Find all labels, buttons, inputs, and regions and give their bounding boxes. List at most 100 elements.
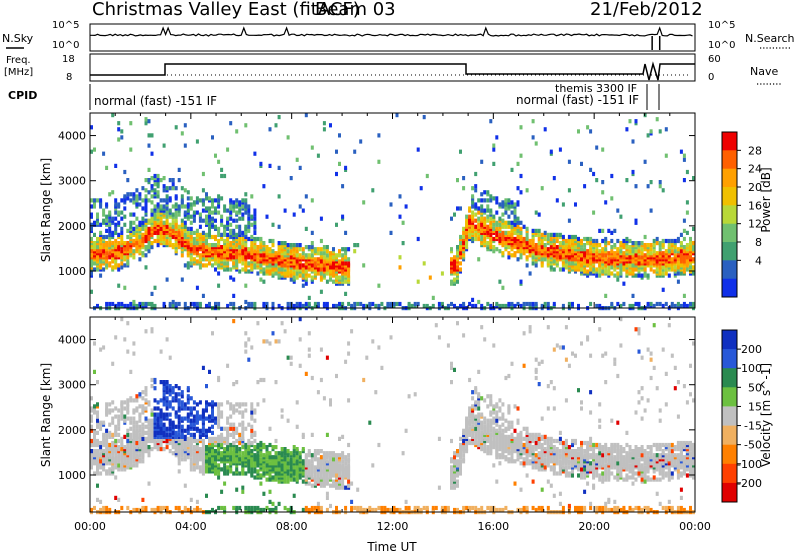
- heatmap-cell: [329, 398, 332, 403]
- heatmap-cell: [495, 196, 499, 201]
- heatmap-cell: [192, 241, 196, 246]
- heatmap-cell: [135, 194, 139, 199]
- heatmap-cell: [271, 301, 275, 307]
- heatmap-cell: [226, 208, 230, 213]
- heatmap-cell: [90, 453, 93, 458]
- heatmap-cell: [510, 210, 514, 215]
- colorbar-frame: [721, 131, 738, 298]
- heatmap-cell: [162, 402, 166, 407]
- heatmap-cell: [474, 212, 478, 217]
- heatmap-cell: [540, 232, 544, 237]
- heatmap-cell: [214, 243, 217, 248]
- heatmap-cell: [238, 402, 242, 407]
- heatmap-cell: [141, 243, 145, 248]
- heatmap-cell: [450, 361, 453, 366]
- heatmap-cell: [604, 247, 608, 252]
- heatmap-cell: [537, 241, 541, 246]
- heatmap-cell: [135, 507, 139, 513]
- heatmap-cell: [673, 303, 677, 309]
- heatmap-cell: [558, 241, 562, 246]
- heatmap-cell: [401, 241, 405, 246]
- heatmap-cell: [338, 253, 341, 258]
- heatmap-cell: [474, 188, 478, 193]
- heatmap-cell: [220, 414, 224, 419]
- heatmap-cell: [205, 241, 208, 246]
- heatmap-cell: [99, 347, 103, 352]
- heatmap-cell: [132, 424, 136, 429]
- heatmap-cell: [601, 269, 605, 274]
- heatmap-cell: [150, 200, 154, 205]
- heatmap-cell: [186, 196, 190, 201]
- heatmap-cell: [189, 457, 193, 462]
- heatmap-cell: [301, 247, 305, 252]
- heatmap-cell: [265, 445, 269, 450]
- heatmap-cell: [392, 505, 396, 511]
- heatmap-cell: [168, 241, 172, 246]
- heatmap-cell: [256, 505, 260, 511]
- heatmap-cell: [289, 355, 293, 360]
- heatmap-cell: [268, 489, 272, 494]
- heatmap-cell: [238, 200, 242, 205]
- heatmap-cell: [198, 265, 202, 270]
- heatmap-cell: [295, 455, 299, 460]
- heatmap-cell: [195, 139, 199, 144]
- heatmap-cell: [504, 247, 508, 252]
- heatmap-cell: [256, 380, 260, 385]
- heatmap-cell: [177, 245, 181, 250]
- heatmap-cell: [413, 505, 417, 511]
- heatmap-cell: [519, 226, 523, 231]
- heatmap-cell: [186, 214, 190, 219]
- heatmap-cell: [510, 232, 514, 237]
- heatmap-cell: [610, 249, 614, 254]
- heatmap-cell: [422, 261, 426, 266]
- colorbar-swatch: [722, 132, 737, 151]
- heatmap-cell: [117, 267, 121, 272]
- heatmap-cell: [123, 303, 127, 309]
- heatmap-cell: [634, 267, 638, 272]
- heatmap-cell: [313, 471, 317, 476]
- nave-tick-low: 0: [708, 72, 714, 83]
- heatmap-cell: [156, 234, 160, 240]
- colorbar-tick-label: 8: [755, 236, 762, 249]
- heatmap-cell: [513, 251, 517, 256]
- heatmap-cell: [567, 159, 571, 164]
- heatmap-cell: [283, 247, 287, 252]
- heatmap-cell: [232, 293, 236, 298]
- heatmap-cell: [329, 251, 332, 256]
- heatmap-cell: [492, 226, 496, 231]
- heatmap-cell: [177, 414, 181, 419]
- heatmap-cell: [313, 263, 317, 268]
- heatmap-cell: [316, 505, 320, 511]
- heatmap-cell: [513, 202, 517, 207]
- heatmap-cell: [561, 247, 565, 252]
- heatmap-cell: [440, 505, 444, 511]
- heatmap-cell: [220, 505, 224, 511]
- heatmap-cell: [177, 406, 181, 411]
- heatmap-cell: [344, 279, 348, 284]
- heatmap-cell: [189, 432, 193, 437]
- heatmap-cell: [368, 301, 372, 307]
- heatmap-cell: [319, 271, 323, 276]
- heatmap-cell: [217, 422, 221, 427]
- heatmap-cell: [217, 414, 221, 419]
- heatmap-cell: [664, 301, 668, 307]
- heatmap-cell: [555, 247, 559, 252]
- heatmap-cell: [192, 507, 196, 513]
- heatmap-cell: [567, 301, 571, 307]
- heatmap-cell: [319, 455, 323, 460]
- heatmap-cell: [643, 159, 647, 164]
- heatmap-cell: [208, 369, 211, 374]
- heatmap-cell: [238, 432, 242, 437]
- heatmap-cell: [144, 398, 148, 403]
- heatmap-cell: [510, 247, 514, 252]
- heatmap-cell: [332, 483, 335, 488]
- heatmap-cell: [640, 241, 644, 246]
- heatmap-cell: [259, 236, 263, 242]
- heatmap-cell: [105, 301, 109, 307]
- heatmap-cell: [519, 230, 523, 235]
- heatmap-cell: [513, 214, 517, 219]
- heatmap-cell: [214, 206, 217, 211]
- heatmap-cell: [325, 491, 329, 496]
- heatmap-cell: [319, 251, 323, 256]
- heatmap-cell: [486, 214, 490, 219]
